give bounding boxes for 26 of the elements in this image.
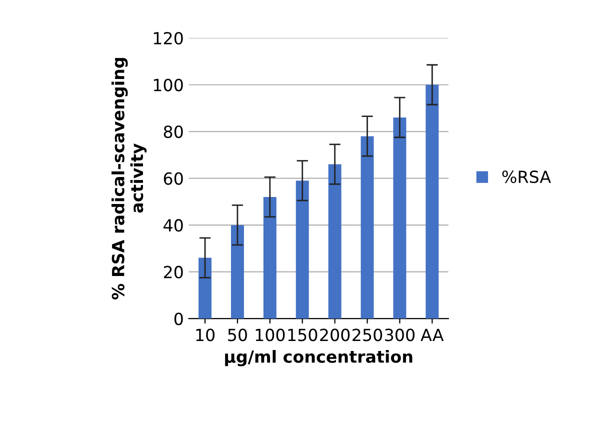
x-tick-label: 10 — [196, 328, 215, 342]
x-tick-label: 300 — [385, 328, 415, 342]
x-tick-label: 50 — [228, 328, 247, 342]
x-tick-label: 150 — [288, 328, 318, 342]
x-axis-title: μg/ml concentration — [225, 350, 412, 366]
x-tick-label: 200 — [320, 328, 350, 342]
y-tick-label: 60 — [164, 172, 183, 185]
y-tick-label: 0 — [174, 312, 183, 326]
x-tick-label: AA — [420, 328, 444, 341]
bar — [426, 84, 439, 319]
legend-label: %RSA — [502, 170, 551, 184]
y-tick-label: 120 — [154, 32, 183, 45]
bar — [198, 258, 212, 319]
bar — [263, 197, 276, 319]
y-tick-label: 20 — [164, 266, 183, 278]
y-tick-label: 80 — [164, 125, 183, 138]
bar — [296, 180, 309, 319]
bar — [328, 164, 342, 319]
y-tick-label: 100 — [154, 78, 183, 92]
y-axis-title: % RSA radical-scavenging activity — [112, 58, 147, 300]
bar — [360, 136, 374, 319]
bar — [230, 225, 244, 319]
bar — [393, 117, 406, 319]
y-tick-label: 40 — [164, 219, 183, 232]
x-tick-label: 250 — [352, 328, 382, 342]
x-tick-label: 100 — [256, 328, 285, 342]
